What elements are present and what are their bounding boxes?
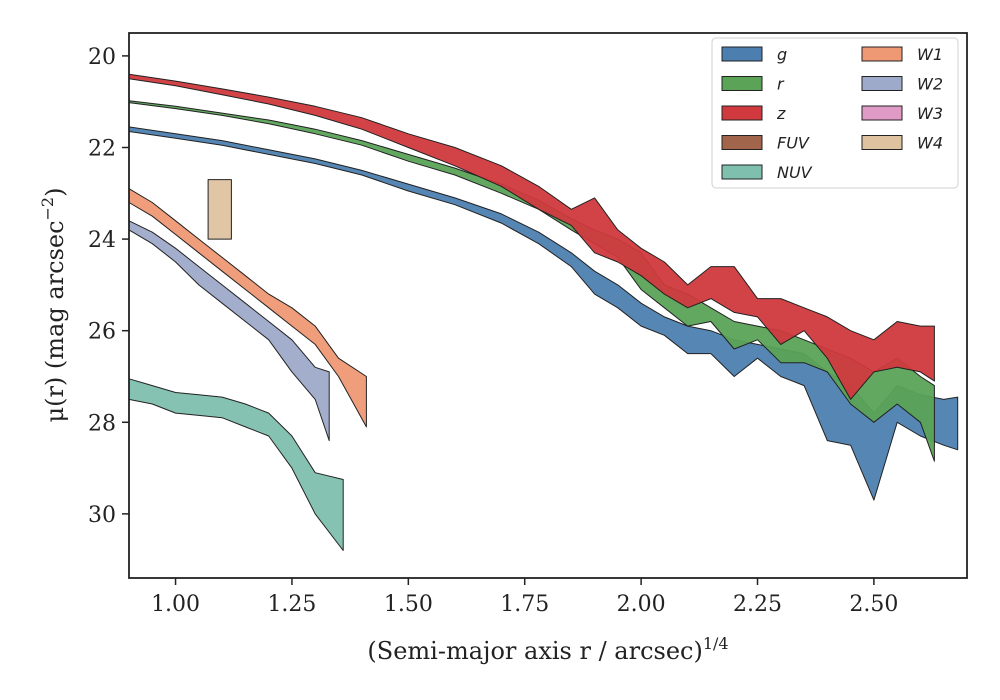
legend-swatch-w3 xyxy=(861,105,903,121)
y-tick-label: 28 xyxy=(88,411,116,436)
legend-swatch-r xyxy=(721,76,763,91)
legend-swatch-fuv xyxy=(721,135,763,150)
legend-label-w3: W3 xyxy=(917,104,943,123)
x-tick-label: 1.50 xyxy=(384,592,433,617)
legend-swatch-w4 xyxy=(861,135,903,150)
legend-swatch-z xyxy=(721,105,763,121)
legend-swatch-w2 xyxy=(861,76,903,91)
legend-label-w2: W2 xyxy=(917,75,943,94)
x-tick-label: 1.75 xyxy=(500,592,549,617)
x-axis-label: (Semi-major axis r / arcsec)1/4 xyxy=(367,634,728,665)
x-tick-label: 1.00 xyxy=(151,592,200,617)
legend: grz FUV NUV W1 W2 W3 W4 xyxy=(711,37,959,189)
y-tick-label: 20 xyxy=(88,45,116,70)
ticks-layer: 1.00 1.25 1.50 1.75 2.00 2.25 2.50 20 22 24 26 28 30 xyxy=(88,45,898,617)
series-band-g xyxy=(128,126,959,501)
plot-frame xyxy=(128,32,968,579)
series-band-w2 xyxy=(128,220,330,442)
x-tick-label: 2.50 xyxy=(849,592,898,617)
legend-items: grz FUV NUV W1 W2 W3 W4 xyxy=(721,45,943,182)
series-band-z xyxy=(128,73,935,400)
x-tick-label: 1.25 xyxy=(267,592,316,617)
legend-label-w4: W4 xyxy=(917,134,943,153)
legend-label-r: r xyxy=(777,75,785,94)
legend-swatch-g xyxy=(721,46,763,62)
x-tick-label: 2.00 xyxy=(617,592,666,617)
legend-label-fuv: FUV xyxy=(777,134,810,153)
y-tick-label: 22 xyxy=(88,136,116,161)
legend-label-g: g xyxy=(777,45,787,64)
series-band-w1 xyxy=(128,188,367,428)
y-axis-label: μ(r) (mag arcsec−2) xyxy=(38,188,69,423)
y-tick-label: 24 xyxy=(88,228,116,253)
series-layer xyxy=(128,73,959,551)
series-band-nuv xyxy=(128,378,344,551)
legend-swatch-w1 xyxy=(861,46,903,62)
x-tick-label: 2.25 xyxy=(733,592,782,617)
series-band-w4 xyxy=(207,179,232,240)
y-tick-label: 26 xyxy=(88,320,116,345)
legend-label-nuv: NUV xyxy=(777,163,813,182)
legend-label-w1: W1 xyxy=(917,45,943,64)
legend-swatch-nuv xyxy=(721,164,763,180)
legend-frame xyxy=(711,37,959,189)
y-tick-label: 30 xyxy=(88,503,116,528)
legend-label-z: z xyxy=(776,104,786,123)
